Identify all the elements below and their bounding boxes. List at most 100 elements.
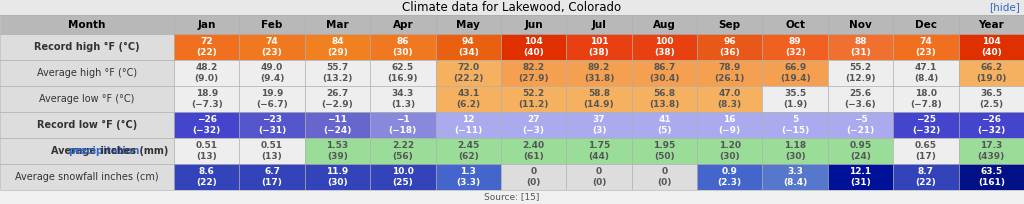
Bar bbox=[632, 34, 697, 60]
Text: 49.0
(9.4): 49.0 (9.4) bbox=[260, 63, 285, 83]
Text: 0.51
(13): 0.51 (13) bbox=[261, 141, 283, 161]
Bar bbox=[174, 60, 240, 86]
Text: Aug: Aug bbox=[653, 20, 676, 30]
Text: 0.95
(24): 0.95 (24) bbox=[850, 141, 871, 161]
Bar bbox=[305, 60, 370, 86]
Text: 35.5
(1.9): 35.5 (1.9) bbox=[783, 89, 807, 109]
Bar bbox=[958, 34, 1024, 60]
Bar bbox=[958, 60, 1024, 86]
Bar bbox=[632, 15, 697, 34]
Bar bbox=[697, 86, 763, 112]
Bar bbox=[0, 15, 174, 34]
Bar bbox=[370, 112, 435, 138]
Bar bbox=[501, 112, 566, 138]
Text: −5
(−21): −5 (−21) bbox=[847, 115, 874, 135]
Text: 36.5
(2.5): 36.5 (2.5) bbox=[979, 89, 1004, 109]
Text: 47.0
(8.3): 47.0 (8.3) bbox=[718, 89, 741, 109]
Text: Feb: Feb bbox=[261, 20, 283, 30]
Bar bbox=[240, 164, 305, 190]
Bar bbox=[305, 86, 370, 112]
Text: 12
(−11): 12 (−11) bbox=[454, 115, 482, 135]
Text: Jul: Jul bbox=[592, 20, 606, 30]
Text: 89.2
(31.8): 89.2 (31.8) bbox=[584, 63, 614, 83]
Text: 11.9
(30): 11.9 (30) bbox=[327, 167, 348, 187]
Text: Jan: Jan bbox=[198, 20, 216, 30]
Text: 66.9
(19.4): 66.9 (19.4) bbox=[780, 63, 810, 83]
Text: 0.65
(17): 0.65 (17) bbox=[914, 141, 937, 161]
Text: Climate data for Lakewood, Colorado: Climate data for Lakewood, Colorado bbox=[402, 1, 622, 14]
Bar bbox=[370, 164, 435, 190]
Bar bbox=[827, 112, 893, 138]
Bar bbox=[827, 138, 893, 164]
Bar bbox=[501, 86, 566, 112]
Bar bbox=[958, 86, 1024, 112]
Text: 0.9
(2.3): 0.9 (2.3) bbox=[718, 167, 741, 187]
Bar bbox=[501, 15, 566, 34]
Text: 55.7
(13.2): 55.7 (13.2) bbox=[323, 63, 352, 83]
Text: −25
(−32): −25 (−32) bbox=[911, 115, 940, 135]
Text: 3.3
(8.4): 3.3 (8.4) bbox=[783, 167, 807, 187]
Bar bbox=[305, 164, 370, 190]
Text: 101
(38): 101 (38) bbox=[589, 37, 609, 57]
Bar bbox=[435, 86, 501, 112]
Text: Apr: Apr bbox=[392, 20, 413, 30]
Text: May: May bbox=[457, 20, 480, 30]
Bar bbox=[174, 34, 240, 60]
Bar bbox=[174, 112, 240, 138]
Text: 58.8
(14.9): 58.8 (14.9) bbox=[584, 89, 614, 109]
Bar bbox=[240, 34, 305, 60]
Text: −26
(−32): −26 (−32) bbox=[977, 115, 1006, 135]
Text: Nov: Nov bbox=[849, 20, 871, 30]
Text: 84
(29): 84 (29) bbox=[327, 37, 348, 57]
Text: 5
(−15): 5 (−15) bbox=[781, 115, 809, 135]
Bar bbox=[566, 112, 632, 138]
Bar bbox=[763, 164, 827, 190]
Text: Year: Year bbox=[979, 20, 1005, 30]
Text: precipitation: precipitation bbox=[69, 146, 139, 156]
Bar bbox=[827, 86, 893, 112]
Bar bbox=[566, 15, 632, 34]
Bar bbox=[0, 86, 174, 112]
Text: 26.7
(−2.9): 26.7 (−2.9) bbox=[322, 89, 353, 109]
Text: 34.3
(1.3): 34.3 (1.3) bbox=[391, 89, 415, 109]
Bar bbox=[305, 112, 370, 138]
Bar bbox=[566, 34, 632, 60]
Bar bbox=[501, 138, 566, 164]
Text: 12.1
(31): 12.1 (31) bbox=[850, 167, 871, 187]
Bar bbox=[0, 34, 174, 60]
Text: 18.9
(−7.3): 18.9 (−7.3) bbox=[190, 89, 222, 109]
Bar bbox=[370, 60, 435, 86]
Text: 48.2
(9.0): 48.2 (9.0) bbox=[195, 63, 219, 83]
Bar bbox=[893, 86, 958, 112]
Text: Month: Month bbox=[69, 20, 105, 30]
Text: [hide]: [hide] bbox=[989, 2, 1020, 12]
Text: 27
(−3): 27 (−3) bbox=[522, 115, 545, 135]
Text: 94
(34): 94 (34) bbox=[458, 37, 478, 57]
Text: 37
(3): 37 (3) bbox=[592, 115, 606, 135]
Bar bbox=[566, 86, 632, 112]
Bar bbox=[0, 190, 1024, 204]
Text: Average: Average bbox=[51, 146, 99, 156]
Text: 10.0
(25): 10.0 (25) bbox=[392, 167, 414, 187]
Bar bbox=[893, 15, 958, 34]
Bar bbox=[763, 86, 827, 112]
Bar bbox=[0, 0, 1024, 15]
Bar bbox=[435, 112, 501, 138]
Bar bbox=[893, 164, 958, 190]
Bar bbox=[435, 138, 501, 164]
Text: 78.9
(26.1): 78.9 (26.1) bbox=[715, 63, 744, 83]
Text: 1.95
(50): 1.95 (50) bbox=[653, 141, 676, 161]
Text: Mar: Mar bbox=[327, 20, 349, 30]
Text: 74
(23): 74 (23) bbox=[262, 37, 283, 57]
Text: 2.45
(62): 2.45 (62) bbox=[457, 141, 479, 161]
Text: 47.1
(8.4): 47.1 (8.4) bbox=[913, 63, 938, 83]
Bar bbox=[0, 112, 174, 138]
Bar bbox=[240, 86, 305, 112]
Text: 6.7
(17): 6.7 (17) bbox=[262, 167, 283, 187]
Bar bbox=[240, 138, 305, 164]
Text: 19.9
(−6.7): 19.9 (−6.7) bbox=[256, 89, 288, 109]
Text: 0
(0): 0 (0) bbox=[592, 167, 606, 187]
Bar bbox=[763, 138, 827, 164]
Bar bbox=[632, 112, 697, 138]
Bar bbox=[0, 60, 174, 86]
